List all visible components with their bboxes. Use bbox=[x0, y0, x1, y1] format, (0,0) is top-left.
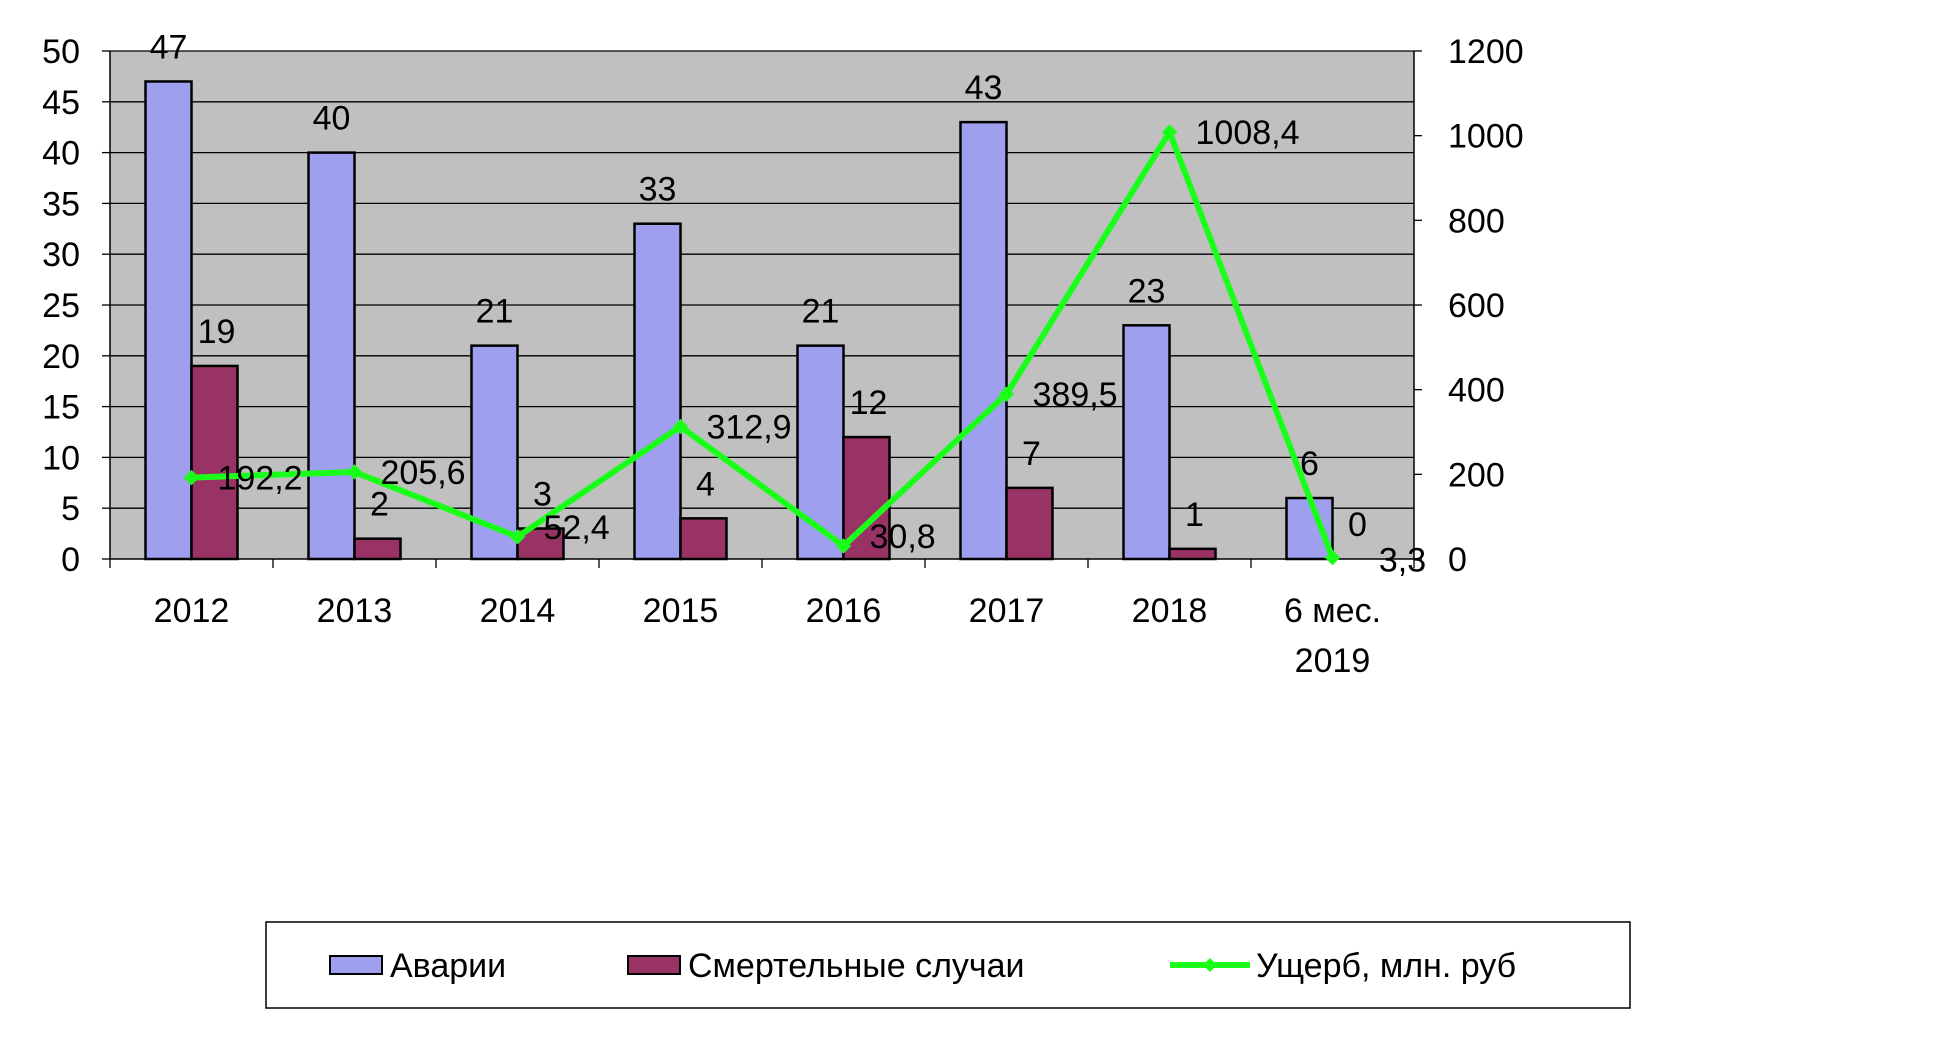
damage-data-label: 1008,4 bbox=[1196, 114, 1300, 152]
fatality-data-label: 4 bbox=[696, 465, 715, 503]
left-axis-tick-label: 35 bbox=[42, 185, 80, 223]
accident-bar bbox=[1285, 496, 1334, 561]
legend: Аварии Смертельные случаи Ущерб, млн. руб bbox=[265, 921, 1631, 1009]
fatality-data-label: 1 bbox=[1185, 496, 1204, 534]
left-axis-tick-label: 0 bbox=[61, 541, 80, 579]
left-axis-tick-label: 50 bbox=[42, 33, 80, 71]
fatality-data-label: 7 bbox=[1022, 435, 1041, 473]
damage-point-marker bbox=[998, 386, 1015, 402]
fatality-data-label: 0 bbox=[1348, 506, 1367, 544]
fatality-data-label: 3 bbox=[533, 476, 552, 514]
x-axis-category-label: 2015 bbox=[643, 592, 719, 630]
legend-swatch-damage-marker bbox=[1203, 958, 1217, 972]
damage-data-label: 205,6 bbox=[381, 454, 466, 492]
damage-line-path bbox=[191, 129, 1336, 559]
accident-bar bbox=[796, 344, 845, 561]
damage-point-marker bbox=[1161, 124, 1178, 140]
legend-swatch-fatalities bbox=[627, 955, 681, 975]
left-axis-tick-label: 30 bbox=[42, 236, 80, 274]
accident-data-label: 40 bbox=[313, 100, 351, 138]
damage-data-label: 312,9 bbox=[707, 409, 792, 447]
right-axis-tick-label: 200 bbox=[1448, 456, 1505, 494]
damage-data-label: 3,3 bbox=[1379, 542, 1426, 580]
right-axis-tick-label: 1000 bbox=[1448, 118, 1524, 156]
fatality-bar bbox=[190, 364, 239, 561]
legend-label: Смертельные случаи bbox=[688, 947, 1025, 985]
accident-data-label: 43 bbox=[965, 69, 1003, 107]
damage-point-marker bbox=[672, 418, 689, 435]
legend-box bbox=[265, 921, 1631, 1009]
damage-data-label: 192,2 bbox=[218, 460, 303, 498]
x-axis-category-label: 2012 bbox=[154, 592, 230, 630]
damage-line bbox=[183, 124, 1341, 566]
accident-data-label: 23 bbox=[1128, 272, 1166, 310]
damage-point-marker bbox=[509, 529, 526, 545]
damage-data-label: 389,5 bbox=[1033, 376, 1118, 414]
fatality-bar bbox=[1168, 547, 1217, 561]
right-axis-tick-label: 600 bbox=[1448, 287, 1505, 325]
x-axis-category-label: 6 мес. bbox=[1284, 592, 1381, 630]
fatality-bar bbox=[1005, 486, 1054, 561]
accident-bar bbox=[633, 222, 682, 561]
left-axis-tick-label: 45 bbox=[42, 84, 80, 122]
damage-data-label: 52,4 bbox=[544, 509, 610, 547]
legend-swatch-accidents bbox=[329, 955, 383, 975]
fatality-data-label: 2 bbox=[370, 486, 389, 524]
left-axis-tick-label: 15 bbox=[42, 389, 80, 427]
axes: 0510152025303540455002004006008001000120… bbox=[42, 33, 1523, 680]
x-axis-category-label: 2018 bbox=[1132, 592, 1208, 630]
fatality-data-label: 12 bbox=[850, 384, 888, 422]
left-axis-tick-label: 40 bbox=[42, 135, 80, 173]
left-axis-tick-label: 25 bbox=[42, 287, 80, 325]
legend-label: Аварии bbox=[390, 947, 506, 985]
x-axis-category-label: 2014 bbox=[480, 592, 556, 630]
fatality-data-label: 19 bbox=[198, 313, 236, 351]
damage-point-marker bbox=[1324, 549, 1341, 566]
fatality-bar bbox=[679, 517, 728, 561]
damage-data-label: 30,8 bbox=[870, 518, 936, 556]
accident-data-label: 6 bbox=[1300, 445, 1319, 483]
right-axis-tick-label: 0 bbox=[1448, 541, 1467, 579]
damage-point-marker bbox=[183, 469, 200, 486]
accident-data-label: 21 bbox=[476, 293, 514, 331]
x-axis-category-label: 2019 bbox=[1295, 642, 1371, 680]
right-axis-tick-label: 400 bbox=[1448, 372, 1505, 410]
right-axis-tick-label: 1200 bbox=[1448, 33, 1524, 71]
accident-bar bbox=[144, 80, 193, 561]
x-axis-category-label: 2013 bbox=[317, 592, 393, 630]
accident-data-label: 21 bbox=[802, 293, 840, 331]
accident-bar bbox=[1122, 324, 1171, 561]
accident-data-label: 47 bbox=[150, 28, 188, 66]
left-axis-tick-label: 5 bbox=[61, 490, 80, 528]
legend-label: Ущерб, млн. руб bbox=[1256, 947, 1516, 985]
damage-point-marker bbox=[835, 538, 852, 554]
damage-point-marker bbox=[346, 464, 363, 480]
right-axis-tick-label: 800 bbox=[1448, 202, 1505, 240]
accident-bar bbox=[959, 120, 1008, 561]
x-axis-category-label: 2016 bbox=[806, 592, 882, 630]
left-axis-tick-label: 10 bbox=[42, 439, 80, 477]
x-axis-category-label: 2017 bbox=[969, 592, 1045, 630]
fatality-bar bbox=[353, 537, 402, 561]
accident-bar bbox=[307, 151, 356, 561]
left-axis-tick-label: 20 bbox=[42, 338, 80, 376]
accident-data-label: 33 bbox=[639, 171, 677, 209]
